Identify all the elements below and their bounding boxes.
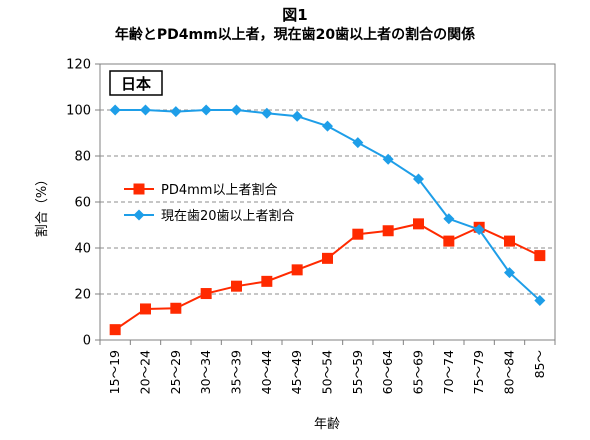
- y-tick-label: 0: [83, 334, 91, 349]
- data-point: [443, 235, 455, 247]
- x-axis-label: 年齢: [314, 417, 340, 432]
- data-point: [200, 288, 212, 300]
- x-tick-label: 65～69: [411, 350, 426, 394]
- legend-label: 現在歯20歯以上者割合: [161, 208, 295, 224]
- x-tick-label: 70～74: [441, 350, 456, 394]
- x-tick-label: 40～44: [259, 350, 274, 394]
- y-tick-label: 20: [74, 288, 91, 303]
- data-point: [200, 104, 212, 116]
- series-layer: [109, 104, 546, 336]
- legend-marker: [133, 209, 145, 221]
- data-point: [140, 104, 151, 116]
- x-tick-label: 25～29: [168, 350, 183, 394]
- data-point: [291, 264, 303, 276]
- data-point: [109, 104, 121, 116]
- x-axis-ticks: 15～19 20～24 25～29 30～34 35～39 40～44 45～49 50～54…: [99, 340, 556, 394]
- y-tick-label: 120: [66, 58, 91, 73]
- data-point: [109, 324, 121, 336]
- data-point: [413, 218, 424, 230]
- data-point: [140, 303, 151, 315]
- data-point: [322, 252, 333, 264]
- data-point: [261, 275, 273, 287]
- legend-marker: [133, 183, 145, 195]
- legend-item: PD4mm以上者割合: [124, 182, 277, 198]
- data-point: [504, 267, 515, 279]
- y-axis-label: 割合（%）: [34, 173, 50, 237]
- data-point: [352, 228, 364, 240]
- data-point: [413, 173, 424, 185]
- data-point: [352, 137, 364, 149]
- y-tick-label: 100: [66, 104, 91, 119]
- x-tick-label: 50～54: [320, 350, 335, 394]
- data-point: [322, 120, 333, 132]
- country-label-box: [109, 70, 163, 96]
- legend-label: PD4mm以上者割合: [161, 182, 277, 198]
- y-tick-label: 80: [74, 150, 91, 165]
- figure-label: 図1: [282, 6, 308, 24]
- data-point: [534, 250, 546, 262]
- data-point: [291, 110, 303, 122]
- series-2: [109, 104, 546, 306]
- data-point: [473, 224, 485, 236]
- gridlines: [100, 109, 555, 295]
- data-point: [382, 225, 394, 237]
- x-tick-label: 60～64: [380, 350, 395, 394]
- chart-title: 年齢とPD4mm以上者，現在歯20歯以上者の割合の関係: [114, 27, 476, 43]
- data-point: [170, 302, 182, 314]
- y-tick-label: 60: [74, 196, 91, 211]
- data-point: [231, 280, 242, 292]
- y-tick-label: 40: [74, 242, 91, 257]
- x-tick-label: 55～59: [350, 350, 365, 394]
- country-label: 日本: [121, 75, 151, 93]
- data-point: [231, 104, 242, 116]
- x-tick-label: 15～19: [107, 350, 122, 394]
- x-tick-label: 85～: [532, 350, 547, 378]
- x-tick-label: 75～79: [471, 350, 486, 394]
- y-axis-ticks: 0 20 40 60 80 100 120: [66, 58, 100, 349]
- x-tick-label: 80～84: [502, 350, 517, 394]
- x-tick-label: 30～34: [198, 350, 213, 394]
- data-point: [382, 153, 394, 165]
- x-tick-label: 45～49: [289, 350, 304, 394]
- data-point: [534, 294, 546, 306]
- data-point: [261, 107, 273, 119]
- data-point: [443, 213, 455, 225]
- x-tick-label: 20～24: [138, 350, 153, 394]
- data-point: [170, 106, 182, 118]
- x-tick-label: 35～39: [229, 350, 244, 394]
- legend-item: 現在歯20歯以上者割合: [124, 208, 295, 224]
- data-point: [504, 235, 515, 247]
